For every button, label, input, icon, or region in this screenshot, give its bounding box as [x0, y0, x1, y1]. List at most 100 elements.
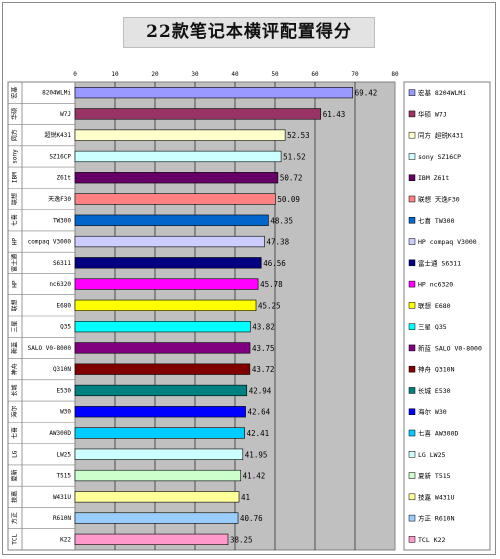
bar — [74, 299, 257, 311]
category-brand-label: 联想 — [11, 299, 19, 311]
category-model-label: Z61t — [57, 175, 72, 182]
legend-entry-label: 海尔 W30 — [418, 407, 447, 416]
category-brand-label: LG — [12, 450, 19, 458]
category-model-label: Q35 — [60, 324, 71, 331]
legend-swatch — [408, 153, 416, 160]
chart-title-box: 22款笔记本横评配置得分 — [123, 17, 379, 52]
legend-entry-label: 七喜 AW300D — [418, 429, 458, 438]
bar-value-label: 41.95 — [245, 450, 268, 459]
legend-swatch — [408, 217, 416, 224]
legend-entry-label: TCL K22 — [418, 536, 445, 544]
bar-value-label: 42.41 — [247, 429, 270, 438]
category-model-label: SZ16CP — [49, 153, 71, 160]
bar-value-label: 41.42 — [243, 472, 266, 481]
category-brand-label: 三星 — [12, 321, 19, 333]
x-tick-label: 40 — [231, 71, 239, 78]
category-model-label: T515 — [57, 473, 72, 480]
bar-value-label: 50.09 — [277, 195, 300, 204]
bar — [74, 427, 245, 439]
bar-value-label: 52.53 — [287, 131, 310, 140]
category-brand-label: 华硕 — [11, 108, 19, 120]
category-model-label: W7J — [60, 111, 71, 118]
category-brand-label: 同方 — [11, 129, 19, 141]
bar — [74, 129, 286, 141]
category-brand-label: HP — [12, 280, 19, 288]
bar-value-label: 40.76 — [240, 514, 263, 523]
bar-value-label: 42.64 — [248, 408, 271, 417]
x-tick-label: 60 — [311, 71, 319, 78]
legend-swatch — [408, 514, 416, 522]
legend-swatch — [408, 451, 416, 458]
category-brand-label: 长城 — [11, 384, 19, 396]
legend-swatch — [408, 472, 416, 479]
x-tick-label: 10 — [111, 71, 119, 78]
legend-entry-label: 联想 E680 — [418, 301, 451, 310]
legend-swatch — [408, 344, 416, 352]
category-brand-label: 技嘉 — [11, 491, 19, 503]
category-brand-label: 富士通 — [11, 254, 19, 272]
category-brand-label: sony — [12, 149, 19, 164]
category-model-label: Q310N — [53, 366, 71, 373]
bar-value-label: 47.38 — [267, 238, 290, 247]
legend-swatch — [408, 280, 416, 288]
legend-entry-label: 华硕 W7J — [418, 109, 447, 118]
legend-entry-label: 七喜 TW300 — [418, 216, 455, 225]
bar-value-label: 38.25 — [230, 535, 253, 544]
bar — [74, 172, 279, 184]
bar — [74, 342, 251, 354]
category-model-label: AW300D — [49, 430, 71, 437]
legend-swatch — [408, 89, 416, 96]
bar-value-label: 51.52 — [283, 152, 306, 161]
category-model-label: R610N — [53, 515, 71, 522]
legend-swatch — [408, 387, 416, 394]
legend-swatch — [408, 259, 416, 267]
x-tick-label: 50 — [271, 71, 279, 78]
legend-entry-label: 技嘉 W431U — [418, 492, 455, 501]
category-model-label: 8204WLMi — [42, 90, 71, 97]
bar — [74, 512, 239, 524]
bar-value-label: 69.42 — [355, 89, 378, 98]
bar — [74, 533, 229, 545]
legend-swatch — [408, 195, 416, 203]
legend-entry-label: HP nc6320 — [418, 281, 453, 289]
legend-entry-label: sony SZ16CP — [418, 153, 461, 161]
chart-title: 22款笔记本横评配置得分 — [146, 22, 352, 42]
bar — [74, 384, 248, 397]
category-model-label: E680 — [57, 302, 72, 309]
category-model-label: 超锐K431 — [45, 131, 72, 139]
legend-entry-label: 夏新 T515 — [418, 471, 451, 480]
legend-swatch — [408, 323, 416, 330]
bar — [74, 363, 251, 375]
bar-value-label: 45.78 — [260, 280, 283, 289]
category-brand-label: HP — [12, 238, 19, 246]
legend-entry-label: 长城 E530 — [418, 386, 451, 395]
bar — [74, 150, 282, 163]
category-brand-label: 夏新 — [11, 470, 19, 482]
legend-swatch — [408, 408, 416, 415]
legend-entry-label: 新蓝 SALO V0-8000 — [418, 343, 482, 352]
bar — [74, 108, 322, 120]
legend-swatch — [408, 536, 416, 543]
x-tick-label: 20 — [151, 71, 159, 78]
category-brand-label: 宏基 — [11, 87, 19, 99]
legend-swatch — [408, 174, 416, 181]
category-axis: 宏基 8204WLMi 华硕 W7J 同方 超锐K431 sony SZ16CP IBM Z61t… — [7, 81, 76, 551]
bar — [74, 491, 240, 503]
legend-swatch — [408, 238, 416, 245]
category-brand-label: IBM — [12, 172, 19, 183]
category-brand-label: 海尔 — [11, 406, 19, 418]
legend-entry-label: IBM Z61t — [418, 174, 449, 182]
category-brand-label: TCL — [12, 534, 19, 545]
bar-value-label: 41 — [241, 493, 250, 502]
bar-value-label: 43.75 — [252, 344, 275, 353]
category-model-label: W30 — [60, 409, 71, 416]
bar-value-label: 42.94 — [249, 386, 272, 395]
bar-value-label: 61.43 — [323, 110, 346, 119]
bar-value-label: 48.35 — [270, 216, 293, 225]
category-model-label: compaq V3000 — [28, 239, 72, 246]
legend-swatch — [408, 302, 416, 309]
bar-value-label: 46.56 — [263, 259, 286, 268]
x-axis-ticks: 0 10 20 30 40 50 60 70 80 — [73, 71, 399, 78]
category-brand-label: 神舟 — [11, 363, 19, 375]
